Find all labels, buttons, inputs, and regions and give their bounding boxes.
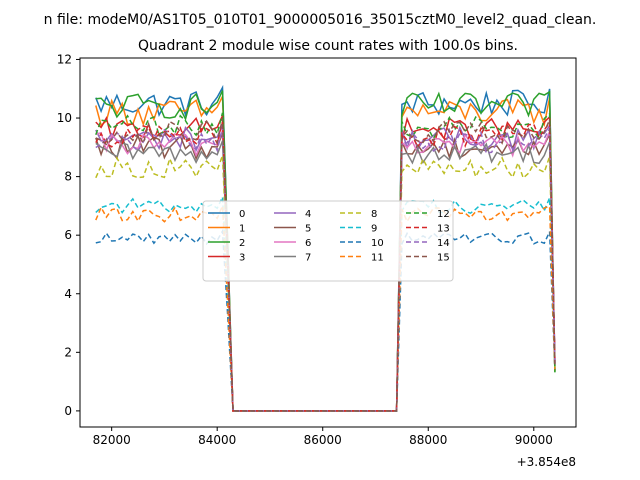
series-line-14 [95,125,556,412]
x-tick-label: 84000 [198,433,236,447]
y-tick-label: 8 [64,170,72,184]
legend-label-2: 2 [239,238,245,249]
legend-label-0: 0 [239,209,245,220]
y-tick-label: 12 [57,52,72,66]
legend-label-12: 12 [437,209,450,220]
legend-label-9: 9 [371,224,377,235]
y-tick-label: 0 [64,404,72,418]
legend-label-1: 1 [239,224,245,235]
series-line-2 [95,90,556,412]
x-axis: 82000 84000 86000 88000 90000 [93,427,553,447]
x-tick-label: 90000 [515,433,553,447]
series-line-10 [95,228,556,412]
y-tick-label: 6 [64,228,72,242]
legend-label-15: 15 [437,253,450,264]
legend-label-14: 14 [437,238,450,249]
y-tick-label: 4 [64,287,72,301]
y-axis: 0 2 4 6 8 10 12 [57,52,80,418]
x-tick-label: 82000 [93,433,131,447]
legend-label-7: 7 [305,253,311,264]
plot-frame [79,57,577,428]
legend-box [202,200,454,282]
series-line-9 [95,196,556,412]
legend-label-13: 13 [437,224,450,235]
legend-label-5: 5 [305,224,311,235]
x-tick-label: 88000 [409,433,447,447]
series-line-8 [95,155,556,412]
x-tick-label: 86000 [304,433,342,447]
figure-suptitle: n file: modeM0/AS1T05_010T01_9000005016_… [44,12,597,28]
series-line-5 [95,133,556,412]
series-line-6 [95,130,556,412]
series-line-15 [95,118,556,412]
y-tick-label: 10 [57,111,72,125]
legend-label-3: 3 [239,253,245,264]
legend-label-11: 11 [371,253,384,264]
legend-label-6: 6 [305,238,311,249]
legend-label-10: 10 [371,238,384,249]
x-offset-label: +3.854e8 [517,455,576,469]
y-tick-label: 2 [64,345,72,359]
legend-label-8: 8 [371,209,377,220]
series-line-13 [95,120,556,412]
legend-label-4: 4 [305,209,311,220]
series-line-7 [95,140,556,412]
chart-title: Quadrant 2 module wise count rates with … [138,38,518,54]
